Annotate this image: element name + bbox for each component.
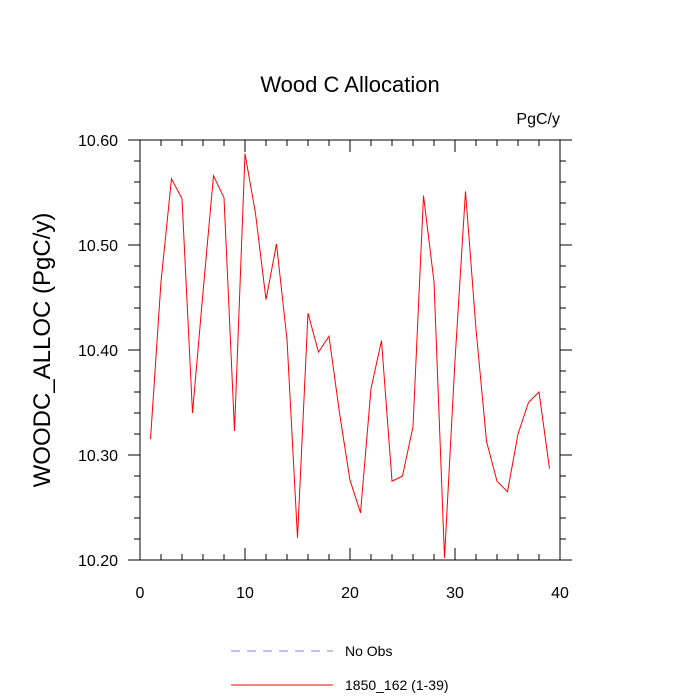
y-tick-label: 10.40 — [78, 343, 118, 360]
x-tick-label: 30 — [446, 585, 464, 602]
units-label: PgC/y — [516, 111, 560, 128]
y-axis-label: WOODC_ALLOC (PgC/y) — [29, 213, 56, 488]
legend: No Obs 1850_162 (1-39) — [231, 643, 449, 693]
plot-frame — [139, 139, 561, 561]
legend-label: 1850_162 (1-39) — [345, 677, 449, 693]
y-tick-label: 10.20 — [78, 553, 118, 570]
legend-label: No Obs — [345, 643, 392, 659]
x-tick-label: 40 — [551, 585, 569, 602]
series-layer — [150, 153, 550, 558]
x-tick-label: 10 — [236, 585, 254, 602]
x-tick-label: 0 — [136, 585, 145, 602]
y-tick-label: 10.60 — [78, 133, 118, 150]
x-tick-label: 20 — [341, 585, 359, 602]
tick-labels: 0 10 20 30 40 10.20 10.30 10.40 10.50 10.60 — [78, 133, 569, 602]
y-tick-label: 10.30 — [78, 448, 118, 465]
axis-ticks — [128, 139, 572, 561]
y-tick-label: 10.50 — [78, 238, 118, 255]
series-line — [150, 153, 550, 558]
chart-title: Wood C Allocation — [260, 72, 439, 97]
